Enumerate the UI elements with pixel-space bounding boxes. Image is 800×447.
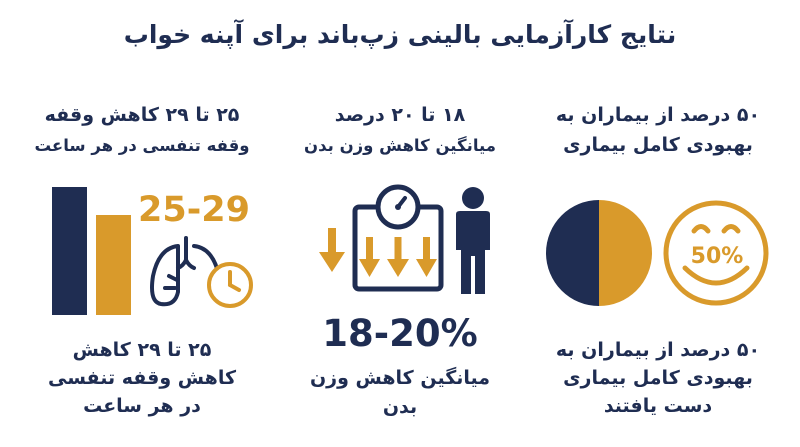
apnea-footer-line1: ۲۵ تا ۲۹ کاهش <box>72 339 212 361</box>
panel-weight-loss: ۱۸ تا ۲۰ درصد میانگین کاهش وزن بدن 18-20… <box>270 0 530 447</box>
half-pie-icon <box>546 200 652 306</box>
page-title: نتایج کارآزمایی بالینی زپ‌باند برای آپنه… <box>123 20 677 49</box>
panel-remission: ۵۰ درصد از بیماران به بهبودی کامل بیماری… <box>528 0 788 447</box>
smiley-face-icon: 50% <box>663 200 769 306</box>
weight-heading-line1: ۱۸ تا ۲۰ درصد <box>334 104 466 126</box>
weight-footer-line1: میانگین کاهش وزن <box>309 367 491 389</box>
apnea-footer-line3: در هر ساعت <box>83 395 201 417</box>
scale-icon <box>352 184 444 292</box>
person-icon <box>456 187 490 294</box>
remission-heading-line1: ۵۰ درصد از بیماران به <box>555 104 761 126</box>
remission-footer-line1: ۵۰ درصد از بیماران به <box>555 339 761 361</box>
remission-footer-line3: دست یافتند <box>603 395 713 417</box>
bar-chart-icon <box>52 187 131 315</box>
apnea-footer-line2: کاهش وقفه تنفسی <box>47 367 236 389</box>
weight-stat-text: 18-20% <box>322 312 478 355</box>
remission-footer-line2: بهبودی کامل بیماری <box>563 367 753 389</box>
remission-heading-line2: بهبودی کامل بیماری <box>563 134 753 156</box>
weight-heading-line2: میانگین کاهش وزن بدن <box>304 136 496 155</box>
apnea-heading-line1: ۲۵ تا ۲۹ کاهش وقفه <box>44 104 240 126</box>
weight-footer-line2: بدن <box>382 396 418 418</box>
down-arrow-icon <box>319 228 345 272</box>
smiley-badge-text: 50% <box>691 244 744 269</box>
apnea-stat-text: 25-29 <box>138 190 250 230</box>
clock-icon <box>207 262 253 308</box>
panel-apnea-events: ۲۵ تا ۲۹ کاهش وقفه وقفه تنفسی در هر ساعت… <box>12 0 272 447</box>
apnea-heading-line2: وقفه تنفسی در هر ساعت <box>34 136 250 155</box>
